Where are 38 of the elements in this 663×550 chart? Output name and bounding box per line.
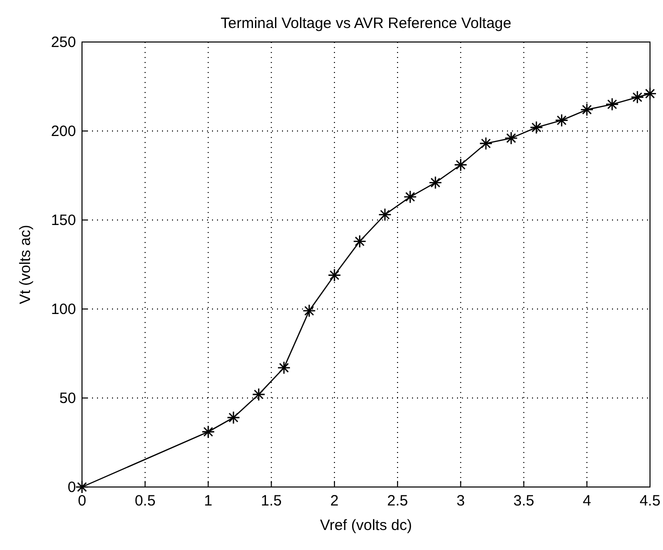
point <box>353 234 366 248</box>
x-tick-label: 1 <box>204 492 212 510</box>
point <box>630 90 644 104</box>
x-tick-label: 1.5 <box>260 492 282 510</box>
y-tick-label: 150 <box>50 212 76 229</box>
point <box>504 131 518 145</box>
point <box>226 410 240 424</box>
y-tick-label: 0 <box>68 478 76 496</box>
y-axis-title: Vt (volts ac) <box>17 224 34 304</box>
x-tick-label: 4 <box>582 492 592 510</box>
point <box>252 388 266 402</box>
x-tick-label: 2 <box>330 492 339 510</box>
x-tick-label: 3 <box>456 492 465 510</box>
x-tick-label: 2.5 <box>387 492 408 510</box>
y-tick-label: 50 <box>59 390 76 407</box>
x-axis-title: Vref (volts dc) <box>320 517 412 534</box>
point <box>554 114 568 127</box>
point <box>643 86 657 100</box>
x-tick-label: 0.5 <box>134 492 156 510</box>
point <box>530 120 544 134</box>
point <box>378 208 392 222</box>
chart-title: Terminal Voltage vs AVR Reference Voltage <box>220 15 512 32</box>
x-tick-label: 3.5 <box>513 492 534 510</box>
point <box>479 136 493 150</box>
point <box>605 98 619 111</box>
point <box>202 425 215 438</box>
y-tick-label: 200 <box>50 122 76 140</box>
point <box>302 304 316 318</box>
point <box>580 102 594 116</box>
point <box>75 480 89 494</box>
y-tick-label: 250 <box>50 34 76 51</box>
point <box>328 268 342 282</box>
point <box>428 176 442 190</box>
y-tick-label: 100 <box>50 300 76 318</box>
point <box>404 190 417 204</box>
x-tick-label: 4.5 <box>640 492 660 510</box>
point <box>454 158 468 172</box>
point <box>277 361 291 374</box>
